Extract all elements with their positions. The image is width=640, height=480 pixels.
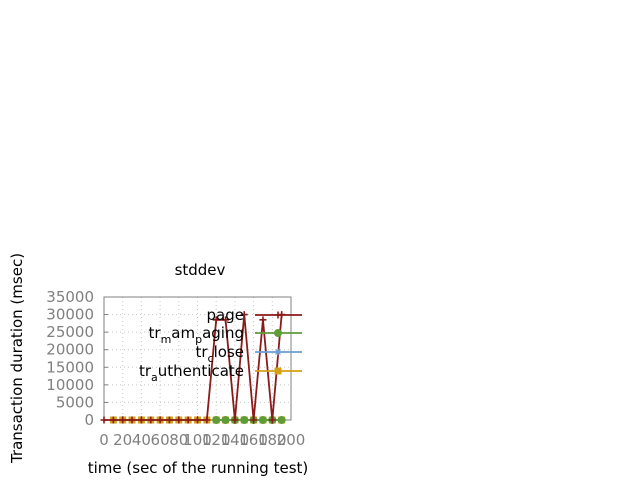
legend-marker-tr_mam_paging: [274, 329, 282, 337]
data-point-page: [147, 416, 155, 424]
legend-marker-tr_close: [274, 348, 282, 356]
data-point-tr_mam_paging: [221, 416, 230, 424]
data-point-page: [194, 416, 201, 424]
legend-label-page: page: [207, 306, 244, 324]
legend-label-tr_mam_paging: trmampaging: [149, 324, 245, 346]
y-tick-label: 10000: [46, 376, 94, 394]
y-tick-label: 25000: [46, 323, 94, 341]
legend-marker-page: [274, 311, 282, 319]
data-point-page: [259, 316, 267, 324]
data-point-page: [109, 416, 117, 424]
legend-marker-tr_authenticate: [274, 367, 282, 375]
series-group: [100, 311, 286, 424]
x-tick-label: 200: [277, 431, 306, 449]
data-point-page: [268, 416, 276, 424]
x-tick-label: 60: [151, 431, 170, 449]
data-point-tr_mam_paging: [277, 416, 286, 424]
data-point-page: [250, 416, 258, 424]
x-tick-label: 80: [169, 431, 188, 449]
x-tick-label: 40: [132, 431, 151, 449]
x-tick-label: 20: [113, 431, 132, 449]
data-point-page: [184, 416, 192, 424]
y-tick-label: 0: [84, 411, 94, 429]
y-tick-label: 15000: [46, 358, 94, 376]
x-tick-label: 100: [183, 431, 212, 449]
x-tick-label: 180: [258, 431, 287, 449]
data-point-page: [137, 416, 145, 424]
data-point-page: [212, 316, 220, 324]
legend-label-tr_authenticate: trauthenticate: [139, 362, 244, 384]
data-point-tr_mam_paging: [212, 416, 221, 424]
data-point-page: [231, 416, 239, 424]
data-point-page: [100, 416, 108, 424]
data-point-page: [128, 416, 136, 424]
x-tick-label: 140: [221, 431, 250, 449]
x-axis-label: time (sec of the running test): [88, 459, 309, 477]
y-axis-label: Transaction duration (msec): [8, 253, 26, 464]
data-point-page: [240, 311, 248, 319]
y-tick-label: 30000: [46, 306, 94, 324]
data-point-page: [165, 416, 173, 424]
data-point-tr_mam_paging: [258, 416, 267, 424]
x-tick-label: 120: [202, 431, 231, 449]
legend-label-tr_close: trclose: [195, 343, 244, 365]
y-tick-label: 35000: [46, 288, 94, 306]
x-tick-label: 160: [239, 431, 268, 449]
y-tick-label: 20000: [46, 341, 94, 359]
data-point-page: [156, 416, 164, 424]
x-tick-label: 0: [99, 431, 109, 449]
data-point-page: [119, 416, 127, 424]
data-point-page: [222, 316, 230, 324]
data-point-page: [203, 416, 211, 424]
tick-labels: 0 20 40 60 801001201401601802000500010000150…: [46, 288, 305, 449]
chart-title: stddev: [175, 261, 226, 279]
data-point-tr_mam_paging: [240, 416, 249, 424]
y-tick-label: 5000: [56, 393, 94, 411]
data-point-page: [175, 416, 183, 424]
